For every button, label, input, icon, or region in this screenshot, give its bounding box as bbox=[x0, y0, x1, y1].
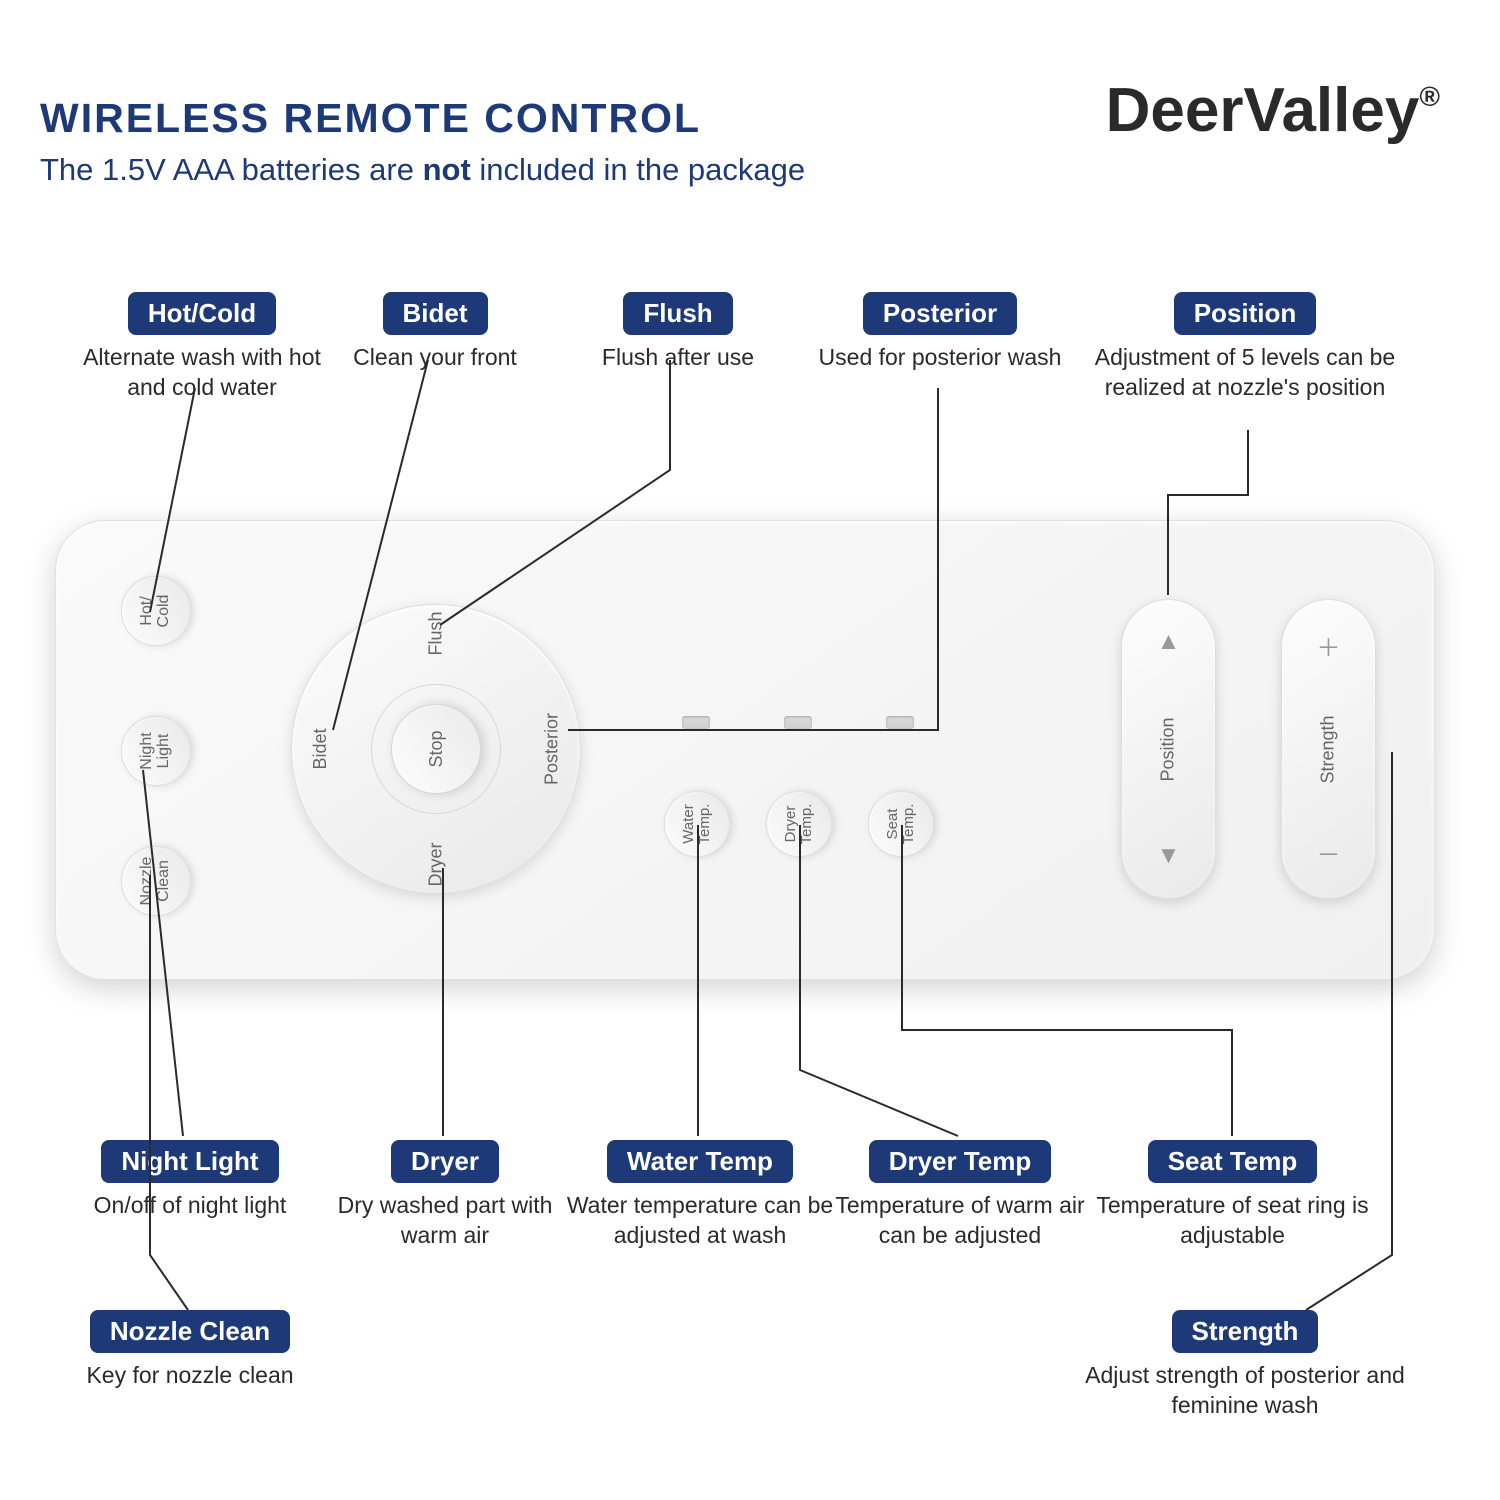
callout-nozzleclean: Nozzle Clean Key for nozzle clean bbox=[40, 1310, 340, 1391]
button-water-temp[interactable]: WaterTemp. bbox=[664, 791, 730, 857]
led-indicator-0 bbox=[682, 716, 710, 729]
ring-label-bidet: Bidet bbox=[310, 728, 331, 769]
rocker-strength-up-icon[interactable]: ＋ bbox=[1317, 628, 1341, 663]
callout-desc-nozzleclean: Key for nozzle clean bbox=[40, 1361, 340, 1391]
registered-icon: ® bbox=[1419, 81, 1440, 112]
callout-label-seattemp: Seat Temp bbox=[1148, 1140, 1318, 1183]
rocker-position-down-icon[interactable]: ▼ bbox=[1157, 842, 1181, 870]
subtitle-pre: The 1.5V AAA batteries are bbox=[40, 152, 423, 187]
button-stop[interactable]: Stop bbox=[391, 704, 481, 794]
callout-nightlight: Night Light On/off of night light bbox=[40, 1140, 340, 1221]
callout-hotcold: Hot/Cold Alternate wash with hot and col… bbox=[62, 292, 342, 403]
callout-bidet: Bidet Clean your front bbox=[315, 292, 555, 373]
ring-label-flush: Flush bbox=[426, 611, 447, 655]
rocker-strength-down-icon[interactable]: － bbox=[1317, 835, 1341, 870]
callout-label-dryer: Dryer bbox=[391, 1140, 499, 1183]
callout-label-nozzleclean: Nozzle Clean bbox=[90, 1310, 290, 1353]
callout-label-posterior: Posterior bbox=[863, 292, 1017, 335]
callout-label-nightlight: Night Light bbox=[101, 1140, 278, 1183]
button-nozzle[interactable]: NozzleClean bbox=[121, 846, 191, 916]
button-hotcold[interactable]: Hot/Cold bbox=[121, 576, 191, 646]
ring-label-posterior: Posterior bbox=[541, 713, 562, 785]
callout-desc-flush: Flush after use bbox=[568, 343, 788, 373]
callout-dryer: Dryer Dry washed part with warm air bbox=[315, 1140, 575, 1251]
callout-label-strength: Strength bbox=[1172, 1310, 1319, 1353]
rocker-position-up-icon[interactable]: ▲ bbox=[1157, 628, 1181, 656]
button-seat-temp[interactable]: SeatTemp. bbox=[868, 791, 934, 857]
callout-strength: Strength Adjust strength of posterior an… bbox=[1080, 1310, 1410, 1421]
callout-label-bidet: Bidet bbox=[383, 292, 488, 335]
button-nightlight[interactable]: NightLight bbox=[121, 716, 191, 786]
brand-text: DeerValley bbox=[1106, 76, 1420, 145]
rocker-strength-label: Strength bbox=[1318, 715, 1339, 783]
callout-desc-bidet: Clean your front bbox=[315, 343, 555, 373]
callout-desc-dryertemp: Temperature of warm air can be adjusted bbox=[820, 1191, 1100, 1251]
callout-desc-posterior: Used for posterior wash bbox=[810, 343, 1070, 373]
callout-label-position: Position bbox=[1174, 292, 1317, 335]
ring-label-dryer: Dryer bbox=[426, 843, 447, 887]
callout-dryertemp: Dryer Temp Temperature of warm air can b… bbox=[820, 1140, 1100, 1251]
callout-flush: Flush Flush after use bbox=[568, 292, 788, 373]
rocker-position-label: Position bbox=[1158, 717, 1179, 781]
callout-label-flush: Flush bbox=[623, 292, 732, 335]
subtitle-post: included in the package bbox=[471, 152, 805, 187]
callout-desc-watertemp: Water temperature can be adjusted at was… bbox=[560, 1191, 840, 1251]
callout-desc-hotcold: Alternate wash with hot and cold water bbox=[62, 343, 342, 403]
callout-position: Position Adjustment of 5 levels can be r… bbox=[1090, 292, 1400, 403]
page-title: WIRELESS REMOTE CONTROL bbox=[40, 95, 805, 142]
dpad-ring[interactable]: Stop Flush Posterior Dryer Bidet bbox=[291, 604, 581, 894]
subtitle-bold: not bbox=[423, 152, 471, 187]
rocker-strength[interactable]: ＋ Strength － bbox=[1281, 599, 1376, 899]
callout-desc-nightlight: On/off of night light bbox=[40, 1191, 340, 1221]
callout-label-watertemp: Water Temp bbox=[607, 1140, 793, 1183]
callout-desc-position: Adjustment of 5 levels can be realized a… bbox=[1090, 343, 1400, 403]
remote-body: Hot/Cold NightLight NozzleClean Stop Flush… bbox=[55, 520, 1435, 980]
button-dryer-temp[interactable]: DryerTemp. bbox=[766, 791, 832, 857]
rocker-position[interactable]: ▲ Position ▼ bbox=[1121, 599, 1216, 899]
callout-desc-strength: Adjust strength of posterior and feminin… bbox=[1080, 1361, 1410, 1421]
callout-desc-dryer: Dry washed part with warm air bbox=[315, 1191, 575, 1251]
brand-logo: DeerValley® bbox=[1106, 75, 1440, 146]
callout-label-hotcold: Hot/Cold bbox=[128, 292, 276, 335]
led-indicator-1 bbox=[784, 716, 812, 729]
callout-watertemp: Water Temp Water temperature can be adju… bbox=[560, 1140, 840, 1251]
subtitle: The 1.5V AAA batteries are not included … bbox=[40, 152, 805, 188]
callout-posterior: Posterior Used for posterior wash bbox=[810, 292, 1070, 373]
callout-label-dryertemp: Dryer Temp bbox=[869, 1140, 1052, 1183]
callout-seattemp: Seat Temp Temperature of seat ring is ad… bbox=[1085, 1140, 1380, 1251]
led-indicator-2 bbox=[886, 716, 914, 729]
callout-desc-seattemp: Temperature of seat ring is adjustable bbox=[1085, 1191, 1380, 1251]
